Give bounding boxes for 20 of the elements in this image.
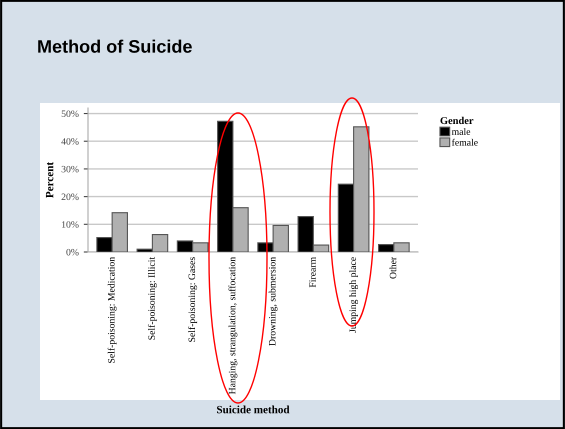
x-tick-label: Jumping high place (349, 257, 358, 333)
legend-label: male (452, 128, 470, 135)
x-tick-label: Firearm (309, 257, 316, 288)
y-axis-title: Percent (46, 162, 54, 198)
x-tick-label: Self-poisoning: Illicit (148, 256, 157, 340)
y-tick-label: 30% (62, 166, 79, 172)
x-tick-label: Drowning, submersion (268, 257, 278, 346)
chart-title: Method of Suicide (38, 40, 192, 53)
y-tick-label: 10% (62, 221, 79, 228)
x-tick-label: Hanging, strangulation, suffocation (228, 257, 238, 394)
legend-label: female (452, 138, 478, 146)
x-tick-label: Self-poisoning: Medication (108, 257, 117, 363)
y-tick-label: 0% (66, 248, 79, 256)
x-tick-label: Other (389, 256, 396, 279)
y-tick-label: 20% (62, 194, 79, 200)
legend-title: Gender (440, 116, 474, 124)
x-axis-title: Suicide method (217, 406, 290, 414)
x-tick-label: Self-poisoning: Gases (188, 257, 198, 342)
y-tick-label: 40% (61, 138, 79, 145)
y-tick-label: 50% (62, 110, 79, 118)
